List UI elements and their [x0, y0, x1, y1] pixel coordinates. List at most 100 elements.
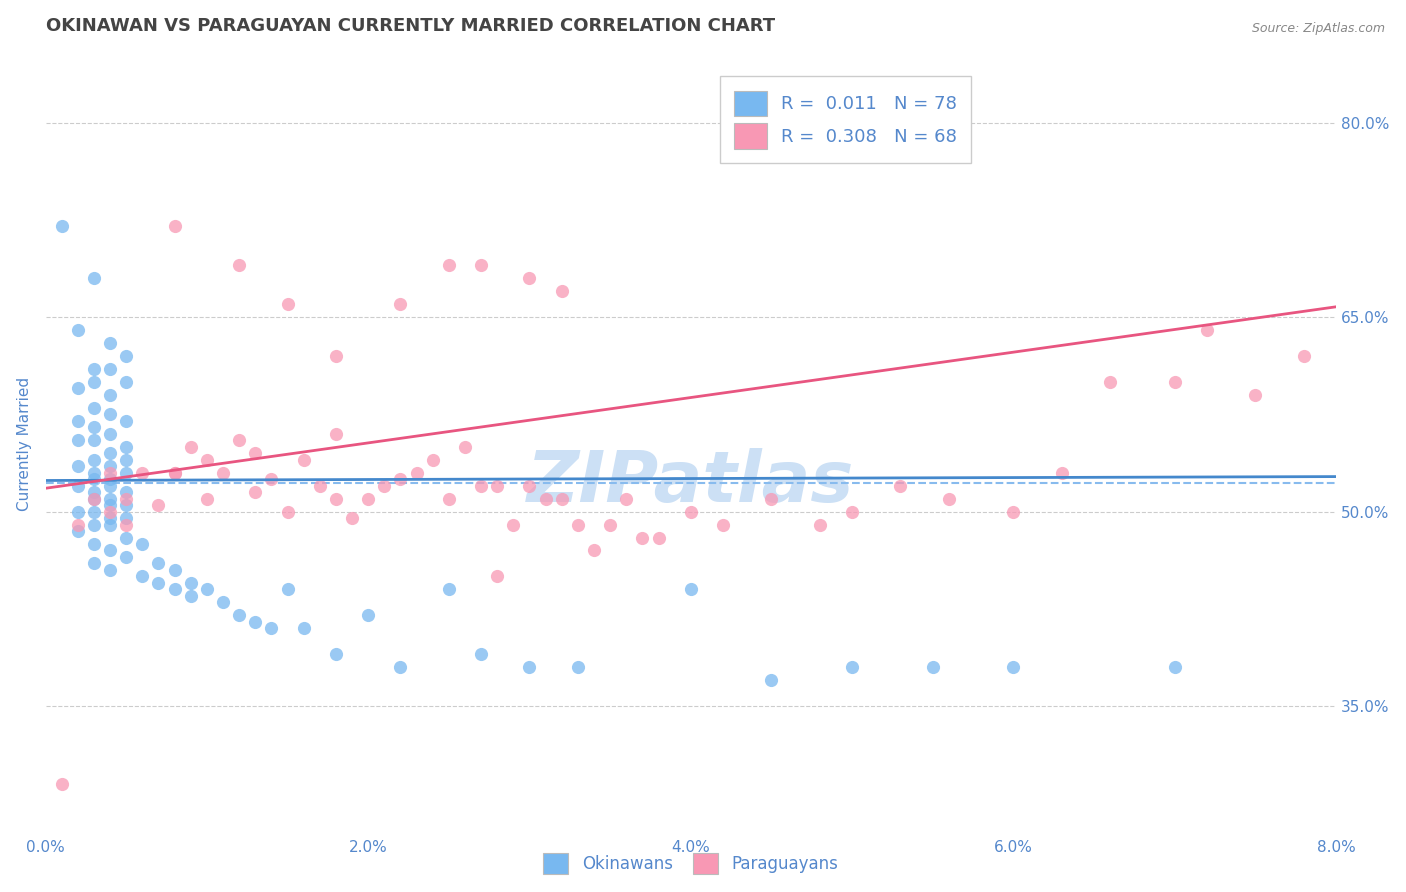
Point: [454, 440, 477, 454]
Point: [245, 615, 267, 629]
Point: [98, 472, 121, 486]
Point: [83, 505, 105, 519]
Point: [98, 563, 121, 577]
Point: [98, 466, 121, 480]
Point: [357, 491, 380, 506]
Point: [1163, 375, 1185, 389]
Point: [325, 647, 347, 661]
Point: [212, 466, 235, 480]
Point: [131, 569, 153, 583]
Point: [180, 440, 202, 454]
Point: [292, 621, 315, 635]
Point: [98, 511, 121, 525]
Point: [761, 673, 783, 687]
Point: [180, 589, 202, 603]
Point: [470, 258, 492, 272]
Point: [115, 517, 138, 532]
Point: [131, 537, 153, 551]
Point: [567, 517, 589, 532]
Point: [614, 491, 637, 506]
Point: [502, 517, 524, 532]
Point: [389, 660, 412, 674]
Point: [115, 375, 138, 389]
Point: [373, 478, 395, 492]
Point: [1195, 323, 1218, 337]
Point: [519, 660, 541, 674]
Point: [389, 297, 412, 311]
Point: [98, 408, 121, 422]
Point: [115, 531, 138, 545]
Point: [98, 498, 121, 512]
Point: [405, 466, 427, 480]
Point: [889, 478, 911, 492]
Point: [422, 452, 444, 467]
Point: [921, 660, 943, 674]
Point: [115, 466, 138, 480]
Point: [808, 517, 831, 532]
Point: [163, 466, 186, 480]
Point: [148, 498, 170, 512]
Point: [551, 285, 574, 299]
Point: [98, 505, 121, 519]
Point: [582, 543, 605, 558]
Point: [292, 452, 315, 467]
Point: [276, 582, 298, 597]
Point: [98, 459, 121, 474]
Point: [98, 543, 121, 558]
Point: [163, 466, 186, 480]
Point: [66, 459, 89, 474]
Point: [98, 336, 121, 351]
Point: [647, 531, 669, 545]
Point: [148, 575, 170, 590]
Point: [51, 777, 73, 791]
Point: [115, 485, 138, 500]
Point: [1163, 660, 1185, 674]
Point: [66, 434, 89, 448]
Point: [148, 557, 170, 571]
Point: [519, 478, 541, 492]
Point: [1099, 375, 1122, 389]
Point: [1002, 660, 1025, 674]
Point: [245, 485, 267, 500]
Point: [308, 478, 330, 492]
Point: [83, 517, 105, 532]
Point: [260, 621, 283, 635]
Point: [83, 557, 105, 571]
Point: [276, 505, 298, 519]
Point: [51, 219, 73, 234]
Point: [841, 660, 863, 674]
Point: [115, 349, 138, 363]
Point: [83, 491, 105, 506]
Point: [115, 498, 138, 512]
Point: [599, 517, 621, 532]
Point: [437, 258, 460, 272]
Point: [325, 426, 347, 441]
Point: [66, 517, 89, 532]
Point: [245, 446, 267, 460]
Point: [228, 258, 250, 272]
Point: [66, 524, 89, 538]
Point: [486, 569, 509, 583]
Point: [389, 472, 412, 486]
Point: [1050, 466, 1073, 480]
Point: [534, 491, 557, 506]
Point: [83, 362, 105, 376]
Point: [98, 478, 121, 492]
Point: [195, 582, 218, 597]
Y-axis label: Currently Married: Currently Married: [17, 376, 32, 510]
Point: [83, 271, 105, 285]
Point: [98, 426, 121, 441]
Point: [340, 511, 363, 525]
Point: [115, 511, 138, 525]
Point: [66, 381, 89, 395]
Point: [83, 401, 105, 415]
Point: [195, 452, 218, 467]
Legend: Okinawans, Paraguayans: Okinawans, Paraguayans: [536, 845, 846, 882]
Point: [1244, 388, 1267, 402]
Point: [679, 582, 702, 597]
Point: [325, 491, 347, 506]
Point: [115, 440, 138, 454]
Point: [66, 414, 89, 428]
Point: [83, 537, 105, 551]
Point: [679, 505, 702, 519]
